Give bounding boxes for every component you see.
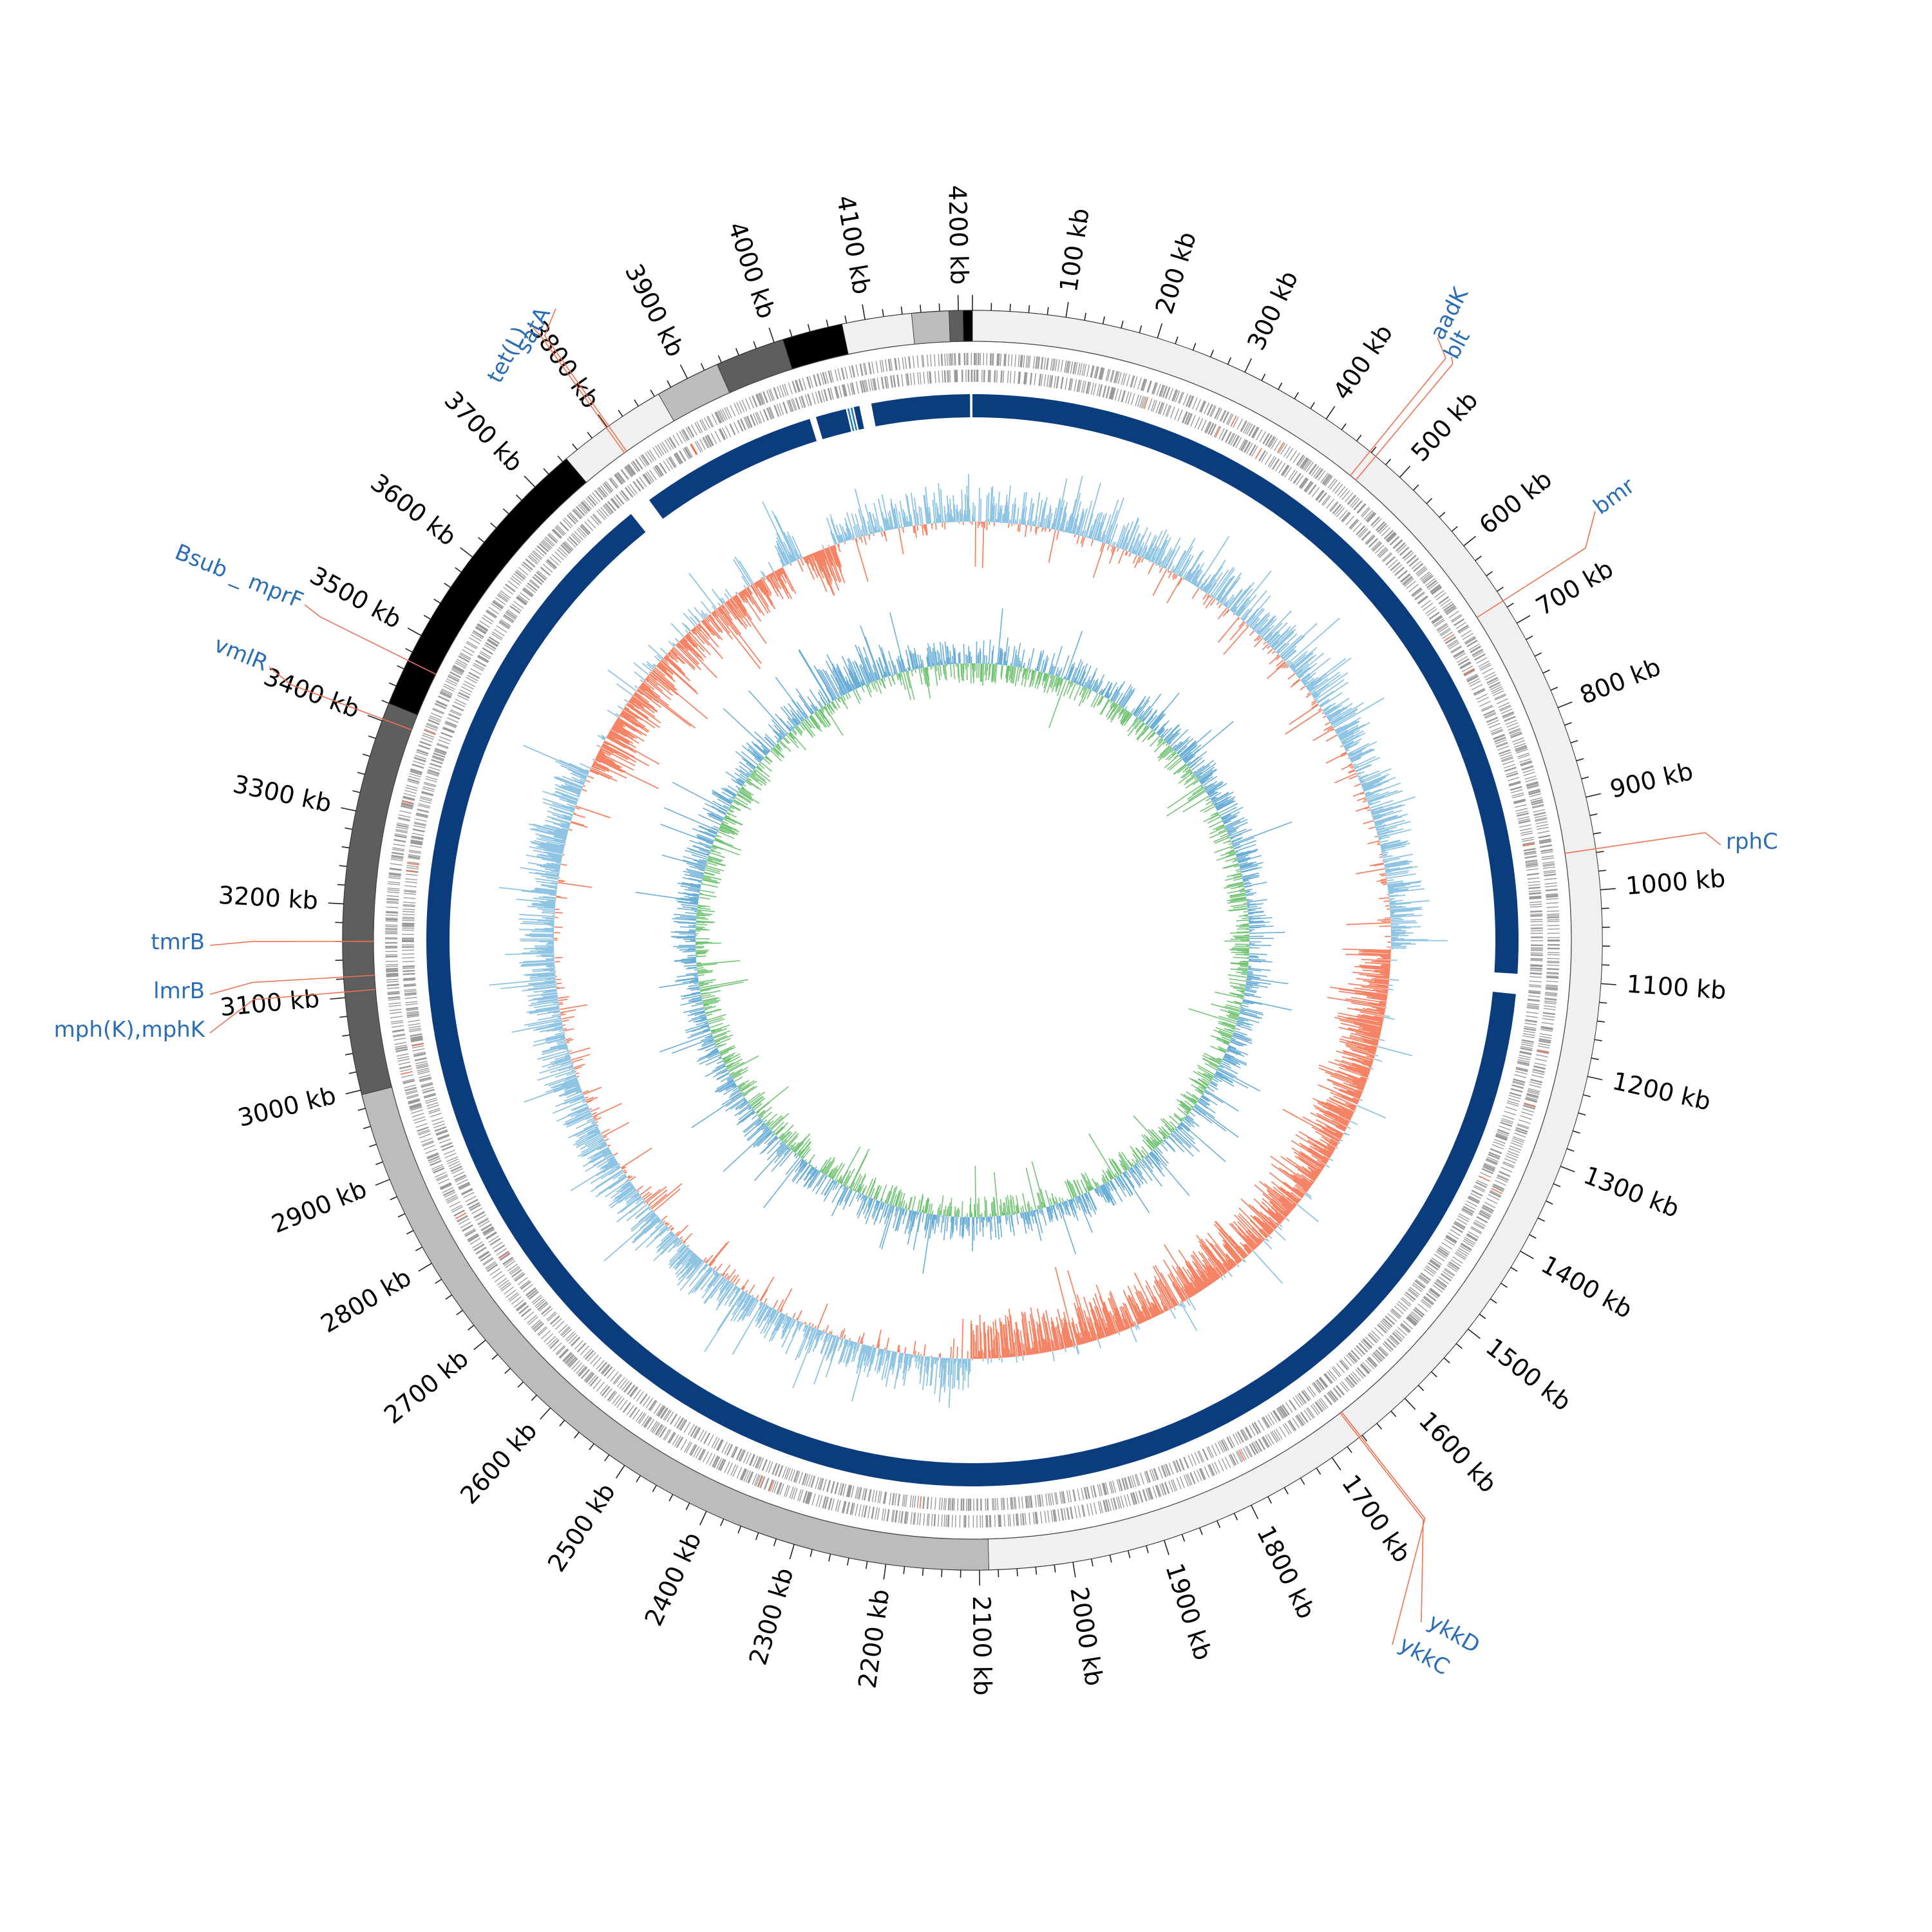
scale-tick-label: 3200 kb bbox=[218, 881, 319, 915]
contig-segment bbox=[717, 339, 793, 393]
scale-tick-label: 4200 kb bbox=[943, 185, 973, 285]
backbone-segment bbox=[850, 407, 858, 431]
gene-leader-line bbox=[1477, 511, 1596, 618]
backbone-segment bbox=[871, 394, 971, 427]
amr-gene-label: tet(L) bbox=[482, 322, 533, 387]
backbone-segment bbox=[649, 419, 817, 519]
gene-leader-line bbox=[209, 974, 375, 995]
scale-tick-label: 1300 kb bbox=[1580, 1160, 1683, 1223]
scale-tick-label: 2000 kb bbox=[1065, 1585, 1108, 1688]
feature-track-forward-highlights bbox=[400, 415, 1549, 1492]
gene-leader-line bbox=[533, 327, 625, 453]
scale-tick-label: 3600 kb bbox=[365, 468, 462, 551]
scale-tick-label: 3300 kb bbox=[231, 770, 334, 818]
amr-gene-label: Bsub _ mprF bbox=[171, 539, 307, 614]
scale-tick-label: 1500 kb bbox=[1481, 1332, 1577, 1416]
contig-segment bbox=[949, 310, 964, 343]
amr-gene-label: rphC bbox=[1726, 829, 1778, 855]
gc-content-below-bars bbox=[696, 663, 1250, 1218]
feature-track-reverse-highlights bbox=[406, 397, 1535, 1509]
scale-ticks bbox=[328, 295, 1616, 1586]
scale-tick-label: 1200 kb bbox=[1610, 1066, 1714, 1115]
scale-tick-label: 900 kb bbox=[1607, 757, 1696, 804]
scale-tick-label: 600 kb bbox=[1474, 465, 1558, 540]
scale-tick-label: 2700 kb bbox=[379, 1344, 474, 1429]
gc-content-above-bars bbox=[635, 608, 1293, 1274]
contig-segment bbox=[342, 703, 418, 1095]
feature-track-reverse bbox=[401, 369, 1544, 1511]
scale-tick-label: 3100 kb bbox=[219, 984, 321, 1021]
scale-tick-label: 3500 kb bbox=[305, 561, 406, 634]
gene-leader-line bbox=[209, 940, 374, 946]
gc-skew-positive-bars bbox=[489, 473, 1448, 1408]
gene-leader-line bbox=[209, 989, 376, 1034]
feature-tracks bbox=[384, 352, 1560, 1528]
scale-tick-label: 1700 kb bbox=[1336, 1470, 1417, 1567]
amr-gene-label: vmlR bbox=[211, 632, 272, 676]
scale-tick-label: 4000 kb bbox=[723, 218, 781, 322]
scale-tick-label: 200 kb bbox=[1150, 229, 1202, 317]
scale-tick-label: 2600 kb bbox=[455, 1416, 542, 1509]
gene-leader-line bbox=[1350, 337, 1446, 476]
contig-ring-inner-edge bbox=[373, 341, 1572, 1540]
contig-segment bbox=[911, 310, 951, 345]
backbone-segment bbox=[815, 409, 851, 440]
scale-tick-label: 500 kb bbox=[1405, 386, 1483, 467]
gene-leader-line bbox=[1565, 832, 1721, 854]
amr-gene-label: tmrB bbox=[151, 929, 205, 955]
scale-tick-label: 2300 kb bbox=[744, 1564, 799, 1668]
gc-skew-negative-bars bbox=[554, 521, 1391, 1359]
scale-tick-label: 700 kb bbox=[1531, 554, 1618, 621]
scale-tick-label: 400 kb bbox=[1327, 319, 1398, 405]
gene-leader-line bbox=[269, 667, 412, 731]
scale-tick-label: 4100 kb bbox=[831, 193, 876, 296]
amr-gene-label: bmr bbox=[1589, 473, 1640, 520]
scale-tick-label: 1000 kb bbox=[1625, 864, 1727, 900]
scale-tick-label: 2200 kb bbox=[853, 1587, 895, 1690]
scale-tick-label: 1100 kb bbox=[1625, 970, 1727, 1005]
scale-tick-label: 1400 kb bbox=[1537, 1250, 1637, 1324]
scale-tick-label: 2500 kb bbox=[542, 1478, 621, 1577]
gc-skew-track bbox=[489, 473, 1448, 1408]
contig-segment bbox=[963, 310, 973, 342]
scale-tick-label: 3700 kb bbox=[439, 386, 528, 477]
contig-segment bbox=[841, 313, 915, 355]
backbone-ring bbox=[426, 394, 1519, 1487]
contig-segment bbox=[361, 1086, 989, 1571]
contig-segment bbox=[658, 364, 730, 422]
scale-tick-label: 800 kb bbox=[1576, 652, 1665, 710]
scale-tick-label: 2400 kb bbox=[639, 1528, 706, 1630]
contig-ring bbox=[342, 310, 1603, 1571]
scale-tick-label: 100 kb bbox=[1054, 206, 1095, 294]
scale-tick-label: 2900 kb bbox=[268, 1175, 371, 1239]
scale-tick-marks bbox=[328, 295, 1616, 1586]
backbone-segment bbox=[847, 408, 855, 431]
scale-tick-label: 300 kb bbox=[1242, 267, 1303, 355]
scale-tick-label: 1900 kb bbox=[1160, 1560, 1217, 1663]
gene-leader-line bbox=[1340, 1412, 1424, 1623]
gene-leader-line bbox=[1355, 356, 1454, 481]
scale-tick-label: 1600 kb bbox=[1414, 1406, 1502, 1499]
amr-gene-label: mph(K),mphK bbox=[54, 1017, 206, 1043]
amr-gene-label: lmrB bbox=[153, 978, 205, 1004]
scale-tick-label: 2800 kb bbox=[316, 1263, 417, 1338]
scale-tick-label: 3900 kb bbox=[620, 260, 690, 361]
scale-tick-label: 1800 kb bbox=[1251, 1521, 1321, 1623]
gene-leader-line bbox=[544, 308, 627, 452]
gc-content-track bbox=[635, 608, 1293, 1274]
scale-tick-label: 2100 kb bbox=[967, 1596, 997, 1696]
backbone-segment bbox=[853, 406, 864, 430]
scale-tick-label: 3000 kb bbox=[235, 1081, 339, 1133]
gene-leader-line bbox=[304, 604, 437, 675]
gene-leader-line bbox=[1341, 1411, 1426, 1645]
feature-track-forward bbox=[384, 352, 1560, 1528]
